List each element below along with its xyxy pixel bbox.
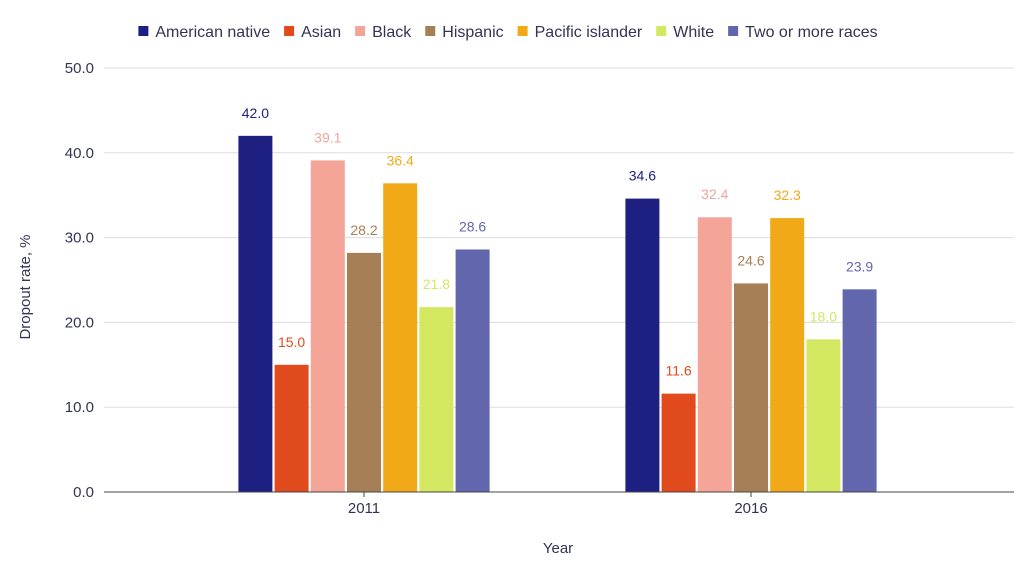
data-label: 28.2 [350,222,377,238]
legend-label: Asian [301,24,341,41]
bar [625,198,660,493]
legend-label: Black [372,24,412,41]
data-label: 34.6 [629,168,656,184]
legend-item[interactable]: American native [138,24,270,41]
bar [238,135,273,492]
bar [455,249,490,492]
y-tick-label: 40.0 [65,145,94,162]
x-tick-label: 2016 [734,500,767,517]
bar [661,393,696,492]
data-label: 15.0 [278,334,305,350]
legend-item[interactable]: White [656,24,714,41]
y-tick-label: 20.0 [65,314,94,331]
legend-item[interactable]: Hispanic [425,24,504,41]
data-label: 28.6 [459,218,486,234]
legend-item[interactable]: Asian [284,24,341,41]
legend-swatch [284,26,295,36]
legend-label: Pacific islander [535,24,643,41]
bars [238,135,877,493]
data-label: 42.0 [242,105,269,121]
legend-item[interactable]: Black [355,24,412,41]
y-axis-title: Dropout rate, % [17,234,34,339]
legend-item[interactable]: Pacific islander [517,24,643,41]
y-tick-label: 0.0 [73,484,94,501]
data-label: 11.6 [665,363,691,379]
bar [770,218,805,492]
data-label: 32.4 [701,186,728,202]
data-label: 21.8 [423,276,450,292]
bar [842,289,877,492]
legend-swatch [656,26,667,36]
legend-swatch [355,26,366,36]
data-label: 32.3 [774,187,801,203]
legend-label: American native [155,24,270,41]
data-label: 39.1 [314,129,341,145]
y-tick-label: 30.0 [65,230,94,247]
bar [697,217,732,493]
data-labels: 42.0 34.6 15.0 11.6 39.1 32.4 28.2 24.6 36.4 32.3… [242,105,874,379]
y-axis-ticks: 0.0 10.0 20.0 30.0 40.0 50.0 [65,60,94,501]
x-tick-label: 2011 [348,500,380,517]
legend-swatch [728,26,739,36]
bar [383,183,418,492]
bar [310,160,345,492]
legend-swatch [517,26,528,36]
legend-label: Hispanic [442,24,503,41]
data-label: 23.9 [846,258,873,274]
data-label: 18.0 [810,308,837,324]
data-label: 24.6 [737,252,764,268]
legend-label: White [673,24,714,41]
data-label: 36.4 [387,152,414,168]
x-axis-title: Year [543,540,573,557]
bar [347,252,381,492]
legend-swatch [138,26,149,36]
bar [806,339,841,492]
legend: American native Asian Black Hispanic Pacific… [138,24,878,41]
legend-swatch [425,26,436,36]
bar [419,307,454,492]
x-axis-ticks: 2011 2016 [348,492,768,517]
y-tick-label: 50.0 [65,60,94,77]
bar [734,283,768,492]
bar [274,364,309,492]
y-tick-label: 10.0 [65,399,94,416]
legend-label: Two or more races [745,24,877,41]
legend-item[interactable]: Two or more races [728,24,878,41]
